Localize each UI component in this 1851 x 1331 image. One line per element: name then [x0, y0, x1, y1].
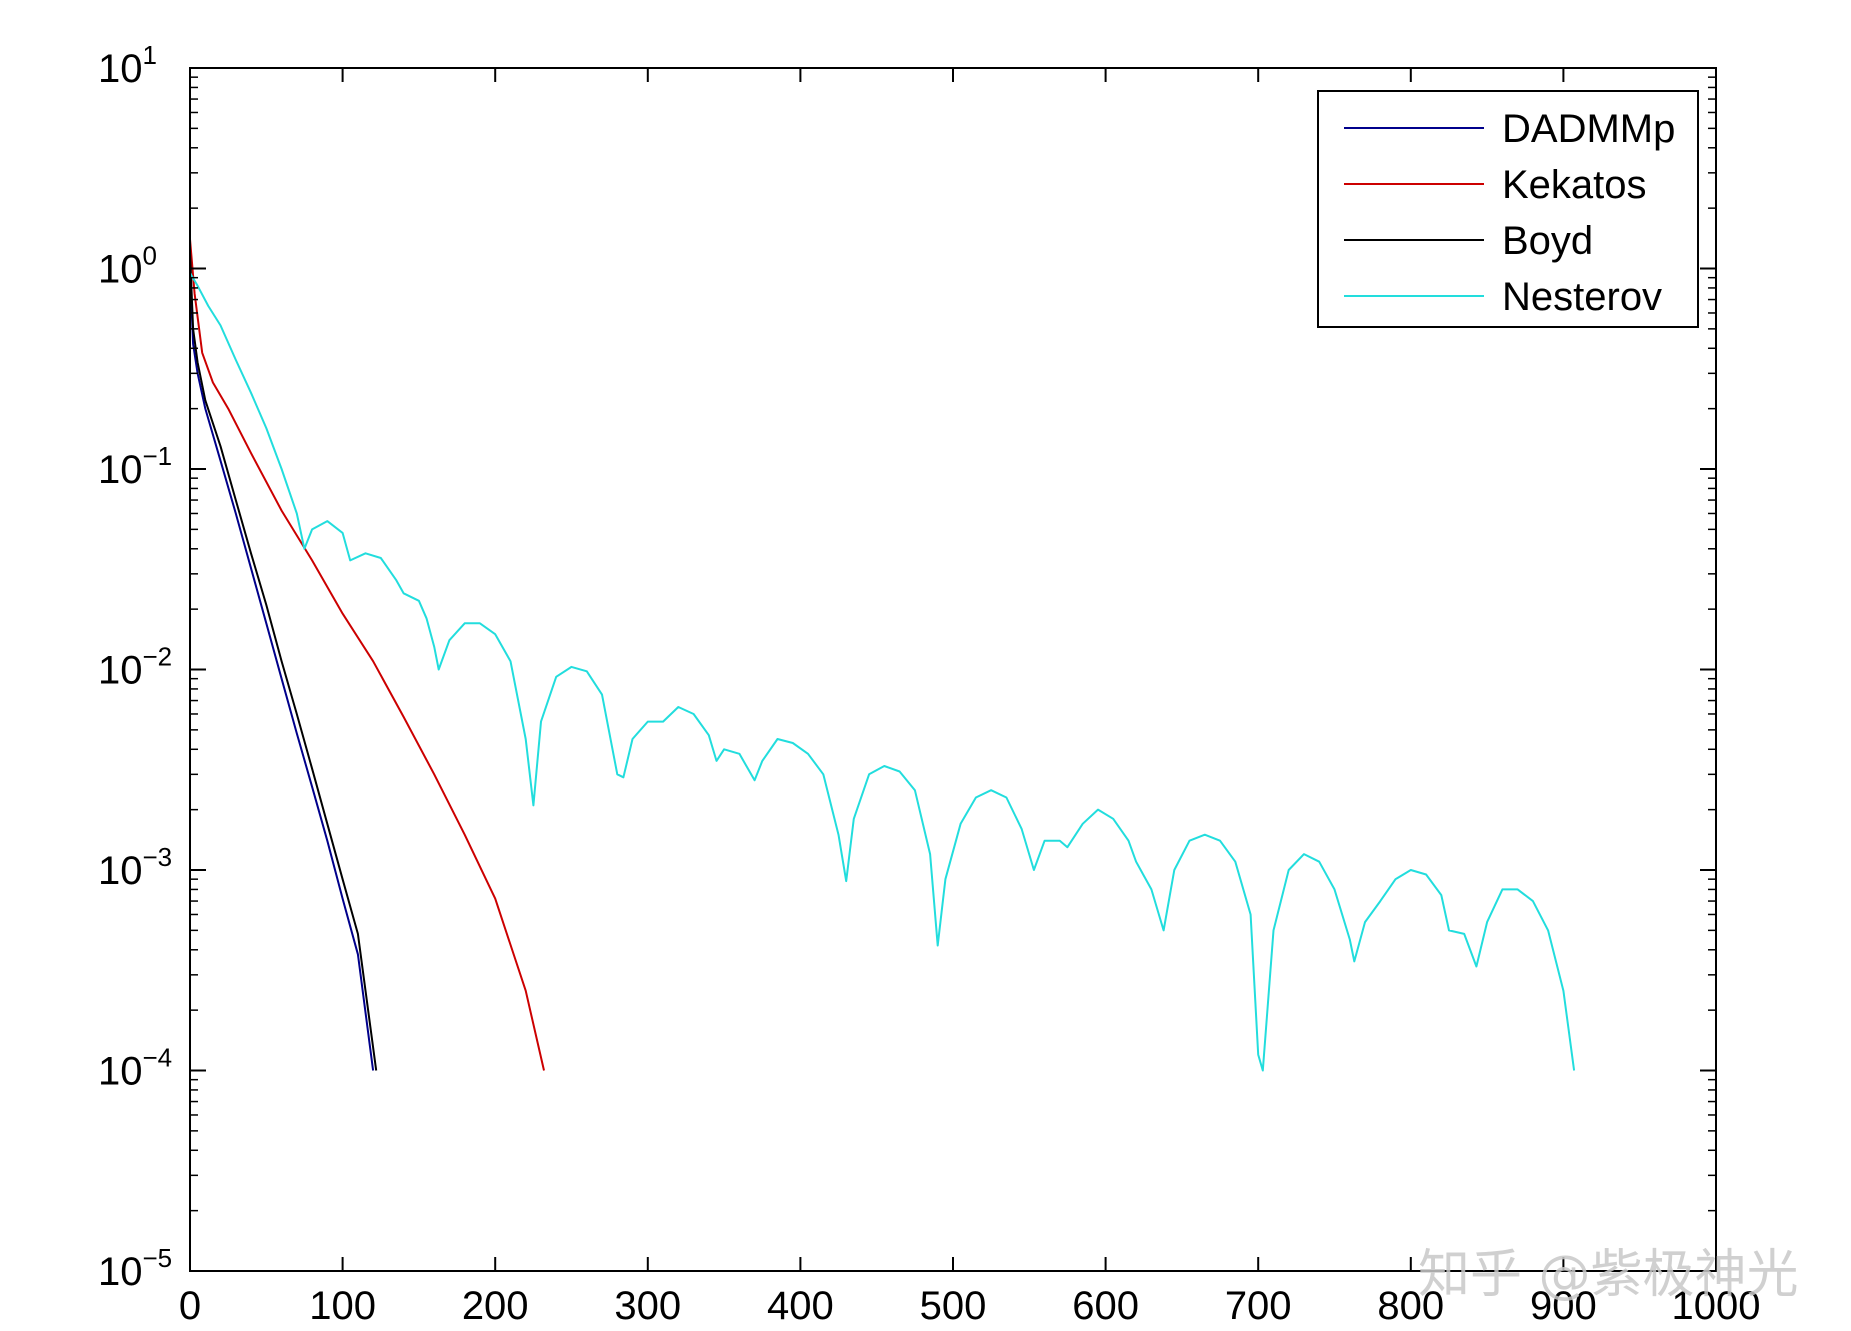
legend-label-dadmmp: DADMMp: [1502, 107, 1675, 151]
x-tick-label: 100: [309, 1284, 376, 1328]
legend-label-nesterov: Nesterov: [1502, 275, 1662, 319]
legend-label-boyd: Boyd: [1502, 219, 1593, 263]
y-tick-base: 10: [98, 849, 143, 893]
y-tick-base: 10: [98, 1250, 143, 1294]
y-tick-label: 10−2: [98, 642, 172, 693]
series-line-dadmmp: [189, 268, 375, 1071]
x-tick-label: 0: [179, 1284, 201, 1328]
y-tick-base: 10: [98, 649, 143, 693]
y-tick-exponent: −4: [143, 1043, 173, 1073]
y-tick-exponent: −3: [143, 842, 173, 872]
x-tick-label: 1000: [1672, 1284, 1761, 1328]
series-line-boyd: [189, 252, 378, 1071]
y-tick-base: 10: [98, 1050, 143, 1094]
y-tick-label: 10−5: [98, 1243, 172, 1294]
y-tick-base: 10: [98, 448, 143, 492]
y-tick-base: 10: [98, 47, 143, 91]
x-tick-label: 500: [920, 1284, 987, 1328]
y-tick-exponent: −5: [143, 1243, 173, 1273]
y-tick-label: 100: [98, 241, 157, 292]
x-axis: 0 100 200 300 400 500 600 700 800 900 1000: [179, 68, 1761, 1328]
plot-series: [189, 239, 1576, 1072]
y-tick-exponent: 1: [143, 40, 157, 70]
y-tick-exponent: −1: [143, 441, 173, 471]
x-tick-label: 900: [1530, 1284, 1597, 1328]
y-tick-label: 10−4: [98, 1043, 172, 1094]
watermark-text: 知乎 @紫极神光: [1418, 1245, 1799, 1305]
y-tick-exponent: 0: [143, 241, 157, 271]
legend-label-kekatos: Kekatos: [1502, 163, 1647, 207]
legend-box: [1317, 90, 1699, 328]
y-tick-exponent: −2: [143, 642, 173, 672]
x-tick-label: 200: [462, 1284, 529, 1328]
x-tick-label: 800: [1377, 1284, 1444, 1328]
series-line-kekatos: [189, 239, 545, 1071]
x-tick-label: 700: [1225, 1284, 1292, 1328]
y-tick-label: 10−3: [98, 842, 172, 893]
y-tick-label: 10−1: [98, 441, 172, 492]
x-tick-label: 400: [767, 1284, 834, 1328]
x-tick-label: 300: [614, 1284, 681, 1328]
y-tick-base: 10: [98, 248, 143, 292]
legend: DADMMp Kekatos Boyd Nesterov: [1317, 90, 1699, 328]
series-line-nesterov: [189, 272, 1576, 1072]
y-tick-label: 101: [98, 40, 157, 91]
x-tick-label: 600: [1072, 1284, 1139, 1328]
